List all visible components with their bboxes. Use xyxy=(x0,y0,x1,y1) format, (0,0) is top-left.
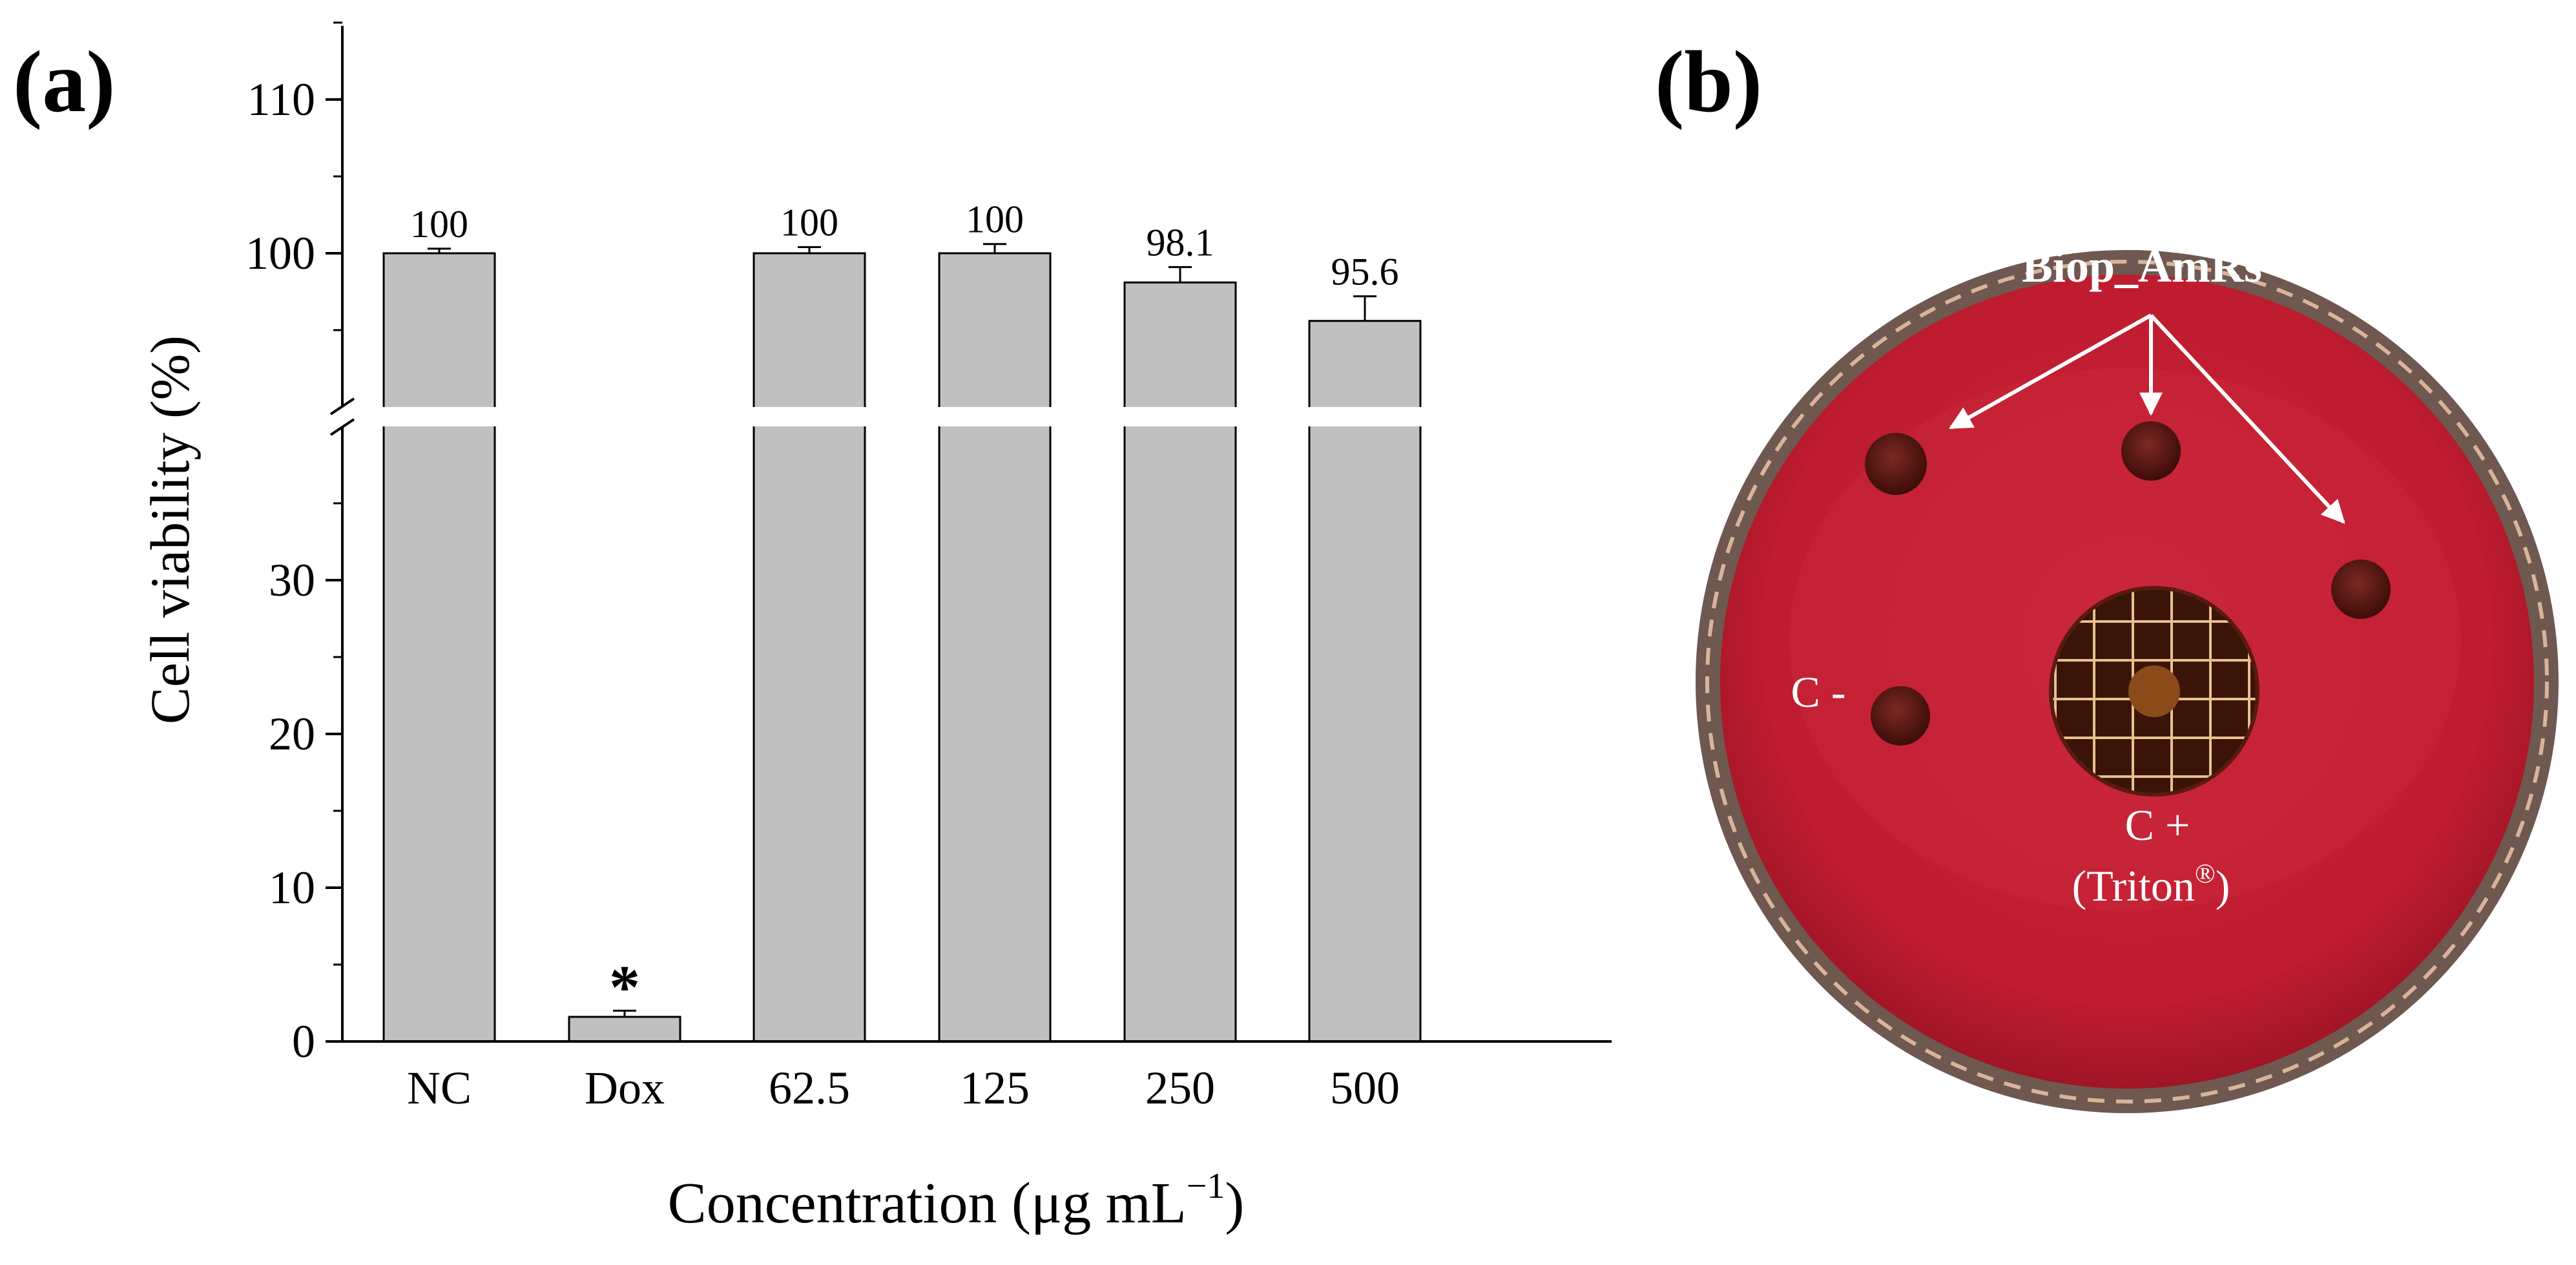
y-tick-label-30: 30 xyxy=(269,554,315,606)
sample-group-label: Biop_AmRs xyxy=(2022,240,2262,292)
significance-mark-Dox: * xyxy=(609,952,640,1021)
arrow-to-well-3 xyxy=(2149,313,2345,524)
negative-control-well xyxy=(1871,686,1930,746)
positive-control-detail: (Triton®) xyxy=(2072,859,2230,910)
bar-chart: 100 NC * Dox 100 62.5 100 125 98.1 250 95.6 500 0 10 2… xyxy=(139,21,1612,1235)
data-label-250: 98.1 xyxy=(1147,221,1214,264)
dish-rim-ridges xyxy=(1705,260,2549,1103)
bar-500 xyxy=(1308,320,1422,1043)
y-tick-label-20: 20 xyxy=(269,708,315,760)
bar-NC xyxy=(382,252,496,1043)
y-tick-label-110: 110 xyxy=(247,74,315,125)
data-label-62.5: 100 xyxy=(780,201,838,244)
y-axis-label: Cell viability (%) xyxy=(139,335,201,724)
sample-well-3 xyxy=(2331,559,2391,619)
positive-control-well xyxy=(2128,665,2180,717)
data-label-500: 95.6 xyxy=(1331,251,1399,293)
panel-a: (a) 100NC*Dox10062.510012598.125095.6500… xyxy=(13,21,1612,1235)
y-tick-label-100: 100 xyxy=(245,227,315,279)
negative-control-label: C - xyxy=(1791,667,1846,716)
data-label-NC: 100 xyxy=(410,203,468,246)
y-tick-label-10: 10 xyxy=(269,862,315,914)
x-tick-label-125: 125 xyxy=(960,1062,1030,1114)
hemolysis-zone-border xyxy=(2049,586,2259,797)
arrow-to-well-1 xyxy=(1948,313,2152,430)
annotation-arrows xyxy=(1948,313,2345,524)
x-tick-label-NC: NC xyxy=(407,1062,472,1114)
axis-break-mark-2 xyxy=(329,418,355,436)
bar-62.5 xyxy=(753,252,866,1043)
x-tick-label-62.5: 62.5 xyxy=(769,1062,850,1114)
x-tick-label-250: 250 xyxy=(1145,1062,1215,1114)
bar-Dox xyxy=(568,1016,681,1043)
panel-b-label: (b) xyxy=(1655,34,1762,131)
x-axis-label: Concentration (μg mL−1) xyxy=(668,1166,1245,1235)
x-tick-label-500: 500 xyxy=(1330,1062,1400,1114)
panel-a-label: (a) xyxy=(13,34,116,131)
x-tick-label-Dox: Dox xyxy=(585,1062,665,1114)
sample-well-2 xyxy=(2121,421,2181,481)
y-tick-label-0: 0 xyxy=(292,1016,315,1067)
positive-control-label: C + xyxy=(2125,800,2190,850)
bar-125 xyxy=(938,252,1052,1043)
positive-control-zone xyxy=(2049,586,2259,797)
data-label-125: 100 xyxy=(966,198,1024,241)
sample-well-1 xyxy=(1865,433,1927,495)
axis-break-mark-1 xyxy=(329,397,355,415)
axis-break-gap xyxy=(323,407,1612,426)
